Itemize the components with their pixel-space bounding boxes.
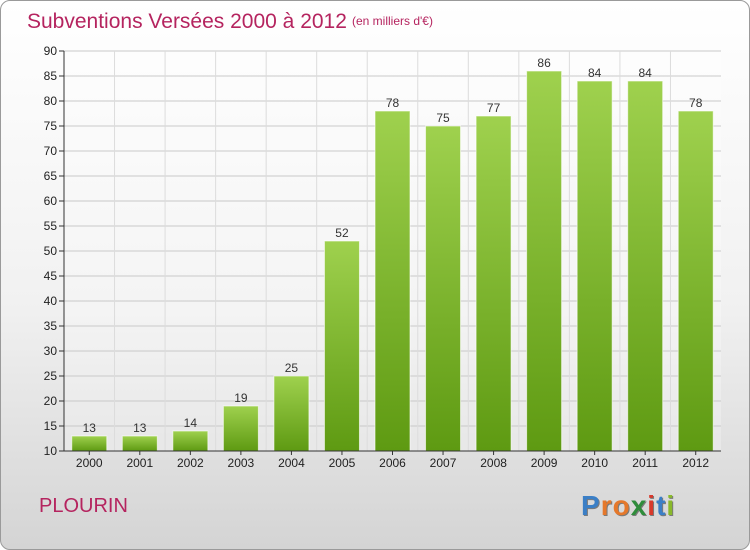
bar-2009 bbox=[526, 70, 563, 452]
x-tick-label-2000: 2000 bbox=[76, 456, 103, 470]
y-tick-label: 10 bbox=[44, 444, 58, 458]
bar-2010 bbox=[576, 80, 613, 452]
value-label-2011: 84 bbox=[639, 66, 653, 80]
y-tick-label: 40 bbox=[44, 294, 58, 308]
bar-2002 bbox=[172, 430, 209, 452]
value-label-2000: 13 bbox=[83, 421, 97, 435]
y-tick-label: 85 bbox=[44, 69, 58, 83]
bar-2006 bbox=[374, 110, 411, 452]
x-tick-label-2004: 2004 bbox=[278, 456, 305, 470]
logo-letter: r bbox=[600, 490, 613, 521]
bar-2005 bbox=[323, 240, 360, 452]
y-tick-label: 60 bbox=[44, 194, 58, 208]
y-tick-label: 75 bbox=[44, 119, 58, 133]
y-tick-label: 80 bbox=[44, 94, 58, 108]
bars-group: 13 13 14 19 25 52 78 75 77 86 84 84 78 bbox=[71, 56, 714, 452]
value-label-2010: 84 bbox=[588, 66, 602, 80]
commune-name: PLOURIN bbox=[39, 495, 128, 517]
bar-2007 bbox=[425, 125, 462, 452]
value-label-2003: 19 bbox=[234, 391, 248, 405]
value-label-2002: 14 bbox=[184, 416, 198, 430]
chart-subtitle: (en milliers d'€) bbox=[352, 14, 433, 28]
value-label-2006: 78 bbox=[386, 96, 400, 110]
value-label-2001: 13 bbox=[133, 421, 147, 435]
y-tick-label: 70 bbox=[44, 144, 58, 158]
x-tick-label-2005: 2005 bbox=[329, 456, 356, 470]
axes-group: 10 15 20 25 30 35 40 45 50 55 60 65 70 75 80 85 90 2000 20… bbox=[44, 44, 721, 470]
logo-letter: x bbox=[630, 490, 648, 521]
x-tick-label-2007: 2007 bbox=[430, 456, 457, 470]
bar-2011 bbox=[627, 80, 664, 452]
value-label-2005: 52 bbox=[335, 226, 349, 240]
y-tick-label: 65 bbox=[44, 169, 58, 183]
y-tick-label: 90 bbox=[44, 44, 58, 58]
value-label-2012: 78 bbox=[689, 96, 703, 110]
value-label-2008: 77 bbox=[487, 101, 501, 115]
bar-2000 bbox=[71, 435, 108, 452]
proxiti-logo: Proxiti bbox=[581, 490, 675, 522]
x-tick-label-2006: 2006 bbox=[379, 456, 406, 470]
y-tick-label: 30 bbox=[44, 344, 58, 358]
y-tick-label: 20 bbox=[44, 394, 58, 408]
logo-letter: o bbox=[612, 490, 631, 521]
logo-letter: i bbox=[647, 490, 657, 521]
logo-letter: P bbox=[581, 490, 601, 521]
y-tick-label: 25 bbox=[44, 369, 58, 383]
x-tick-label-2003: 2003 bbox=[228, 456, 255, 470]
logo-letter: t bbox=[656, 490, 667, 521]
y-tick-label: 15 bbox=[44, 419, 58, 433]
bar-2008 bbox=[475, 115, 512, 452]
x-tick-label-2011: 2011 bbox=[632, 456, 658, 470]
y-tick-label: 45 bbox=[44, 269, 58, 283]
y-tick-label: 50 bbox=[44, 244, 58, 258]
x-tick-label-2001: 2001 bbox=[126, 456, 153, 470]
x-tick-label-2002: 2002 bbox=[177, 456, 204, 470]
x-tick-label-2010: 2010 bbox=[581, 456, 608, 470]
logo-letter: i bbox=[666, 490, 676, 521]
bar-2004 bbox=[273, 375, 310, 452]
x-tick-label-2008: 2008 bbox=[480, 456, 507, 470]
y-tick-label: 35 bbox=[44, 319, 58, 333]
value-label-2004: 25 bbox=[285, 361, 299, 375]
y-tick-label: 55 bbox=[44, 219, 58, 233]
x-tick-label-2012: 2012 bbox=[682, 456, 709, 470]
bar-2001 bbox=[121, 435, 158, 452]
x-tick-label-2009: 2009 bbox=[531, 456, 558, 470]
chart-title: Subventions Versées 2000 à 2012 bbox=[27, 10, 347, 33]
bar-2003 bbox=[222, 405, 259, 452]
bar-2012 bbox=[677, 110, 714, 452]
value-label-2007: 75 bbox=[436, 111, 450, 125]
value-label-2009: 86 bbox=[537, 56, 551, 70]
